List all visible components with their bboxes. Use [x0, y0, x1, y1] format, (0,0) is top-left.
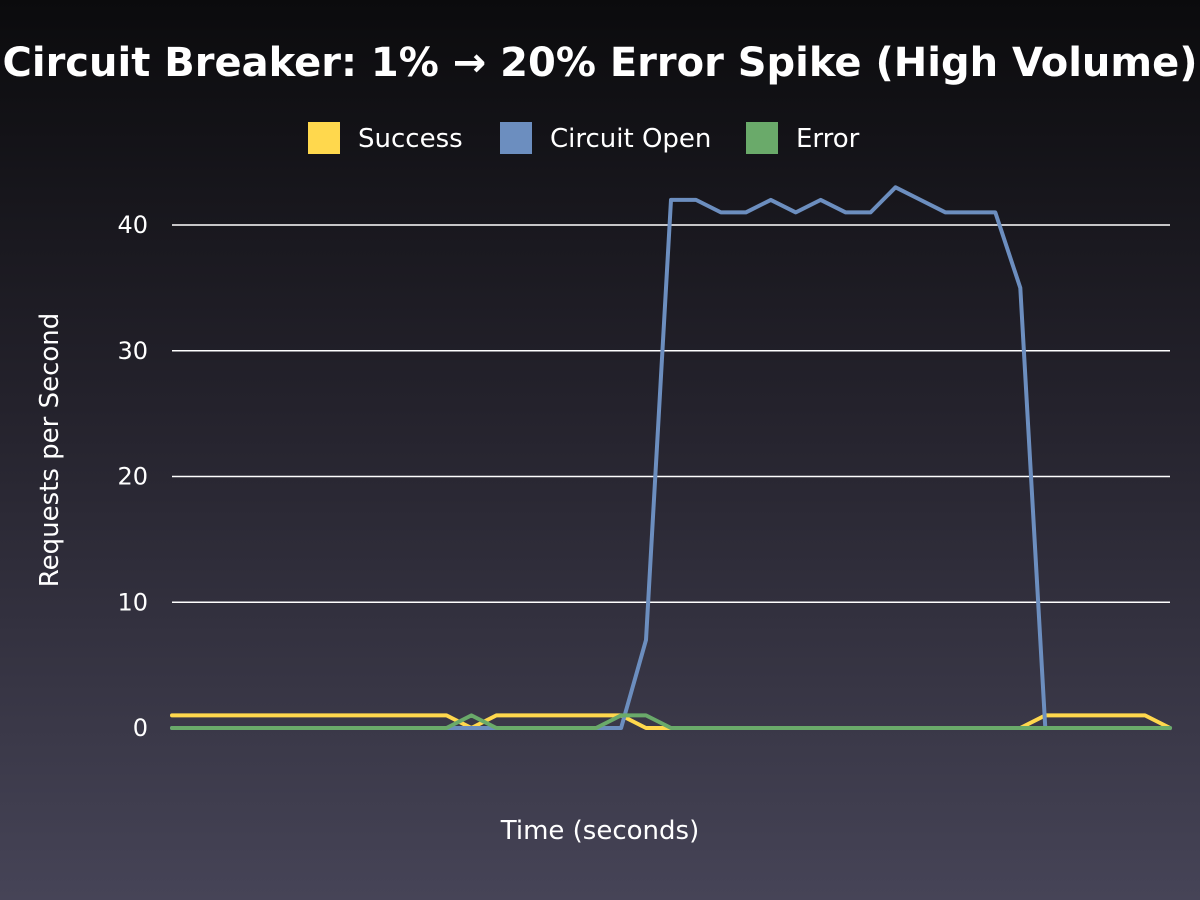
y-tick-label: 10: [117, 588, 148, 616]
legend-label-success: Success: [358, 124, 463, 154]
y-axis-ticks: 0 10 20 30 40: [117, 211, 148, 742]
legend-swatch-success: [308, 122, 340, 154]
y-tick-label: 0: [133, 714, 148, 742]
y-tick-label: 20: [117, 463, 148, 491]
y-axis-label: Requests per Second: [35, 313, 65, 588]
series-line-error: [170, 713, 1172, 730]
series-line-circuit-open: [170, 185, 1172, 730]
legend-label-error: Error: [796, 124, 860, 154]
legend-label-circuit-open: Circuit Open: [550, 124, 711, 154]
y-tick-label: 40: [117, 211, 148, 239]
legend-swatch-error: [746, 122, 778, 154]
series-lines: [170, 185, 1172, 730]
y-tick-label: 30: [117, 337, 148, 365]
legend-swatch-circuit-open: [500, 122, 532, 154]
legend: Success Circuit Open Error: [308, 122, 860, 154]
chart-title: Circuit Breaker: 1% → 20% Error Spike (H…: [3, 40, 1198, 86]
x-axis-label: Time (seconds): [500, 816, 699, 846]
